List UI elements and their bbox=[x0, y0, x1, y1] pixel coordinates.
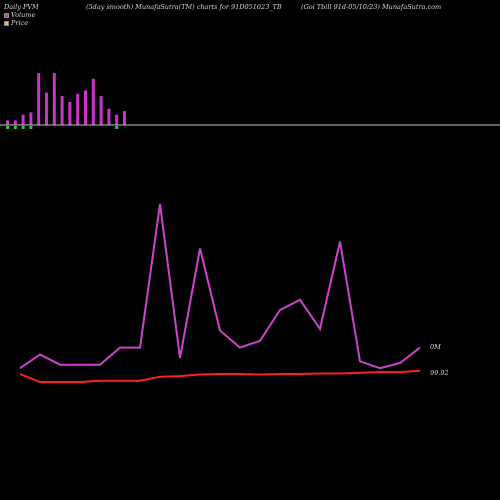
volume-bar bbox=[123, 111, 126, 125]
volume-bar bbox=[68, 101, 72, 125]
legend-price: Price bbox=[4, 19, 28, 27]
volume-bar-down-mark bbox=[21, 126, 25, 129]
volume-bar bbox=[21, 114, 25, 125]
volume-bars bbox=[6, 73, 126, 129]
legend-volume: Volume bbox=[4, 11, 35, 19]
legend-volume-swatch bbox=[4, 12, 9, 18]
volume-bar-down-mark bbox=[29, 126, 33, 129]
volume-bar bbox=[91, 78, 95, 125]
legend-price-label: Price bbox=[11, 19, 29, 27]
chart-header-middle: (5day smooth) MunafaSutra(TM) charts for… bbox=[86, 3, 282, 11]
volume-bar bbox=[45, 92, 48, 125]
volume-bar bbox=[52, 73, 56, 125]
volume-bar bbox=[107, 108, 111, 125]
volume-bar bbox=[99, 96, 103, 125]
volume-bar bbox=[60, 96, 64, 125]
last-price-label: 99.92 bbox=[430, 369, 449, 377]
volume-bar bbox=[6, 120, 9, 125]
volume-bar bbox=[29, 112, 33, 125]
price-line bbox=[19, 369, 421, 383]
volume-bar-down-mark bbox=[115, 126, 119, 129]
volume-bar bbox=[115, 114, 119, 125]
last-volume-label: 0M bbox=[430, 343, 441, 351]
volume-bar bbox=[13, 120, 17, 125]
volume-bar-down-mark bbox=[13, 126, 17, 129]
volume-bar-down-mark bbox=[6, 126, 9, 129]
legend-price-swatch bbox=[4, 20, 9, 26]
volume-bar bbox=[76, 93, 80, 125]
legend-volume-label: Volume bbox=[11, 11, 36, 19]
volume-smooth-line bbox=[19, 203, 421, 370]
chart-header-left: Daily PVM bbox=[4, 3, 39, 11]
volume-bar bbox=[37, 73, 41, 125]
chart-header-right: (Goi Tbill 91d-05/10/23) MunafaSutra.com bbox=[301, 3, 442, 11]
volume-bar bbox=[84, 90, 87, 125]
